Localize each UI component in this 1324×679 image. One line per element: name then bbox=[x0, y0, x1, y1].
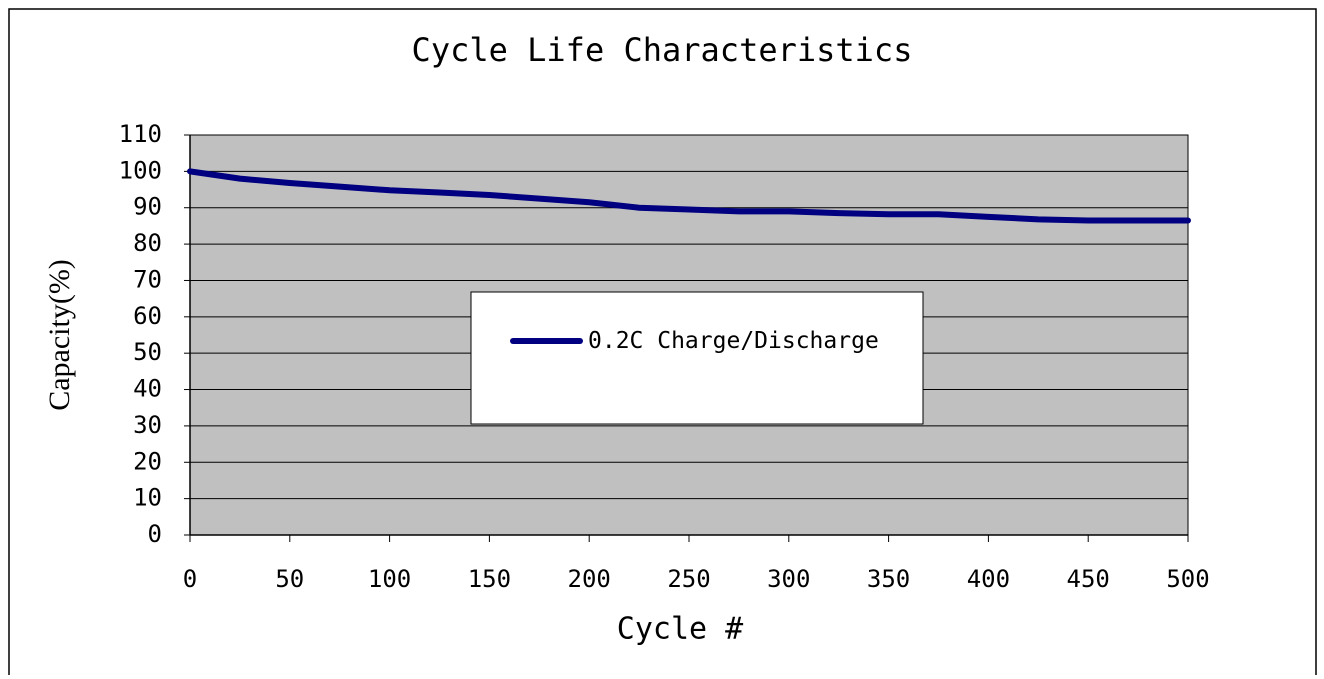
y-tick-label: 60 bbox=[133, 302, 162, 330]
legend-box bbox=[470, 291, 924, 425]
legend-label: 0.2C Charge/Discharge bbox=[588, 328, 879, 354]
chart-title: Cycle Life Characteristics bbox=[412, 31, 913, 69]
y-tick-label: 50 bbox=[133, 338, 162, 366]
x-axis-label: Cycle # bbox=[617, 612, 743, 647]
x-tick-label: 100 bbox=[368, 565, 411, 593]
y-tick-label: 10 bbox=[133, 484, 162, 512]
y-tick-label: 90 bbox=[133, 193, 162, 221]
x-tick-label: 300 bbox=[767, 565, 810, 593]
x-tick-label: 450 bbox=[1067, 565, 1110, 593]
x-tick-label: 350 bbox=[867, 565, 910, 593]
x-tick-label: 50 bbox=[275, 565, 304, 593]
y-tick-label: 110 bbox=[119, 120, 162, 148]
y-tick-label: 40 bbox=[133, 375, 162, 403]
x-tick-label: 400 bbox=[967, 565, 1010, 593]
y-tick-label: 0 bbox=[148, 520, 162, 548]
x-tick-label: 500 bbox=[1166, 565, 1209, 593]
x-tick-label: 0 bbox=[183, 565, 197, 593]
y-tick-label: 100 bbox=[119, 156, 162, 184]
y-axis-label: Capacity(%) bbox=[43, 259, 76, 411]
data-line bbox=[187, 168, 1191, 224]
y-tick-label: 30 bbox=[133, 411, 162, 439]
legend bbox=[470, 291, 924, 425]
y-tick-label: 70 bbox=[133, 265, 162, 293]
x-tick-label: 200 bbox=[568, 565, 611, 593]
y-tick-label: 20 bbox=[133, 447, 162, 475]
x-tick-label: 150 bbox=[468, 565, 511, 593]
frame bbox=[8, 8, 1317, 675]
x-tick-label: 250 bbox=[667, 565, 710, 593]
y-tick-label: 80 bbox=[133, 229, 162, 257]
